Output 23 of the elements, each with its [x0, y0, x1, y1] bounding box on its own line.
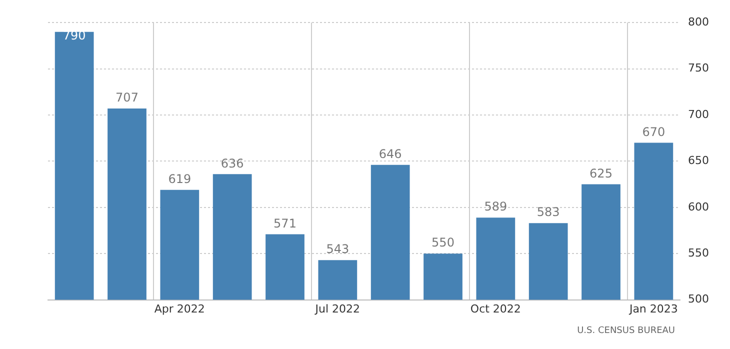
x-tick-label: Apr 2022 — [154, 302, 205, 316]
data-label: 543 — [326, 242, 350, 256]
y-tick-label: 650 — [688, 154, 710, 168]
data-label: 583 — [536, 205, 560, 220]
data-label: 589 — [484, 200, 508, 214]
x-tick-label: Jan 2023 — [628, 302, 678, 316]
data-label: 646 — [378, 147, 402, 162]
data-label: 670 — [642, 124, 666, 139]
y-tick-label: 750 — [688, 62, 710, 75]
x-tick-label: Oct 2022 — [470, 302, 521, 316]
text: U.S. CENSUS BUREAU — [577, 326, 676, 336]
data-label: 550 — [432, 236, 454, 250]
data-label: 619 — [168, 172, 192, 186]
y-tick-label: 600 — [688, 200, 710, 214]
data-label: 636 — [220, 156, 244, 170]
y-tick-label: 500 — [688, 292, 710, 306]
data-label: 625 — [590, 166, 612, 180]
y-tick-label: 700 — [688, 108, 710, 121]
data-label: 707 — [116, 90, 138, 105]
y-tick-label: 550 — [688, 246, 710, 260]
x-tick-label: Jul 2022 — [314, 302, 360, 316]
y-tick-label: 800 — [688, 15, 710, 28]
data-label: 571 — [274, 216, 296, 230]
